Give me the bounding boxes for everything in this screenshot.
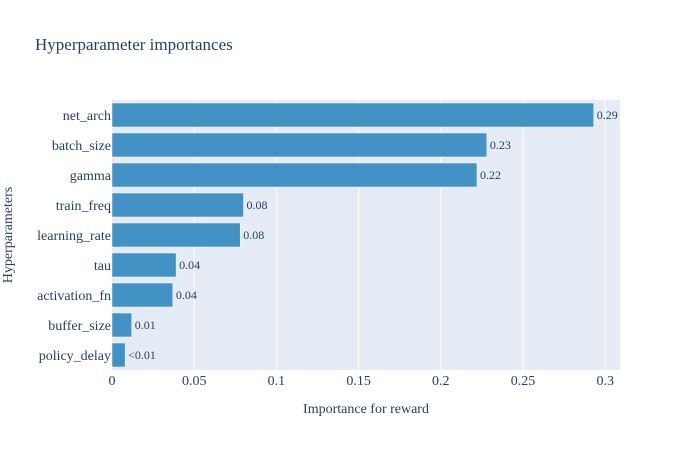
category-label: learning_rate [37,229,111,244]
category-label: tau [94,259,111,274]
data-label: 0.08 [247,198,268,212]
data-label: 0.08 [243,228,264,242]
x-tick-labels: 0 0.05 0.1 0.15 0.2 0.25 0.3 [109,374,614,389]
data-labels: 0.29 0.23 0.22 0.08 0.08 0.04 0.04 0.01 <0.01 [128,108,618,362]
bar-buffer-size[interactable] [111,312,132,338]
x-tick-label: 0.1 [268,374,286,389]
category-label: net_arch [63,109,111,124]
bar-tau[interactable] [111,252,177,278]
bar-activation-fn[interactable] [111,282,174,308]
data-label: 0.01 [135,318,156,332]
category-label: batch_size [52,139,111,154]
x-tick-label: 0.3 [596,374,614,389]
data-label: 0.04 [179,258,200,272]
bars [111,102,594,368]
data-label: 0.22 [480,168,501,182]
bar-net-arch[interactable] [111,102,594,128]
x-tick-label: 0.2 [432,374,450,389]
x-axis-title: Importance for reward [303,402,429,417]
data-label: 0.23 [490,138,511,152]
x-tick-label: 0.05 [182,374,207,389]
chart-title: Hyperparameter importances [35,35,233,54]
category-label: buffer_size [48,319,111,334]
category-label: policy_delay [39,349,111,364]
data-label: 0.29 [597,108,618,122]
category-label: train_freq [56,199,111,214]
y-axis-title: Hyperparameters [1,187,16,283]
bar-gamma[interactable] [111,162,478,188]
category-label: activation_fn [37,289,111,304]
data-label: <0.01 [128,348,156,362]
x-tick-label: 0.15 [346,374,371,389]
bar-policy-delay[interactable] [111,342,126,368]
x-tick-label: 0 [109,374,116,389]
data-label: 0.04 [176,288,197,302]
bar-batch-size[interactable] [111,132,488,158]
category-label: gamma [70,169,112,184]
x-tick-label: 0.25 [511,374,536,389]
bar-train-freq[interactable] [111,192,244,218]
bar-learning-rate[interactable] [111,222,241,248]
